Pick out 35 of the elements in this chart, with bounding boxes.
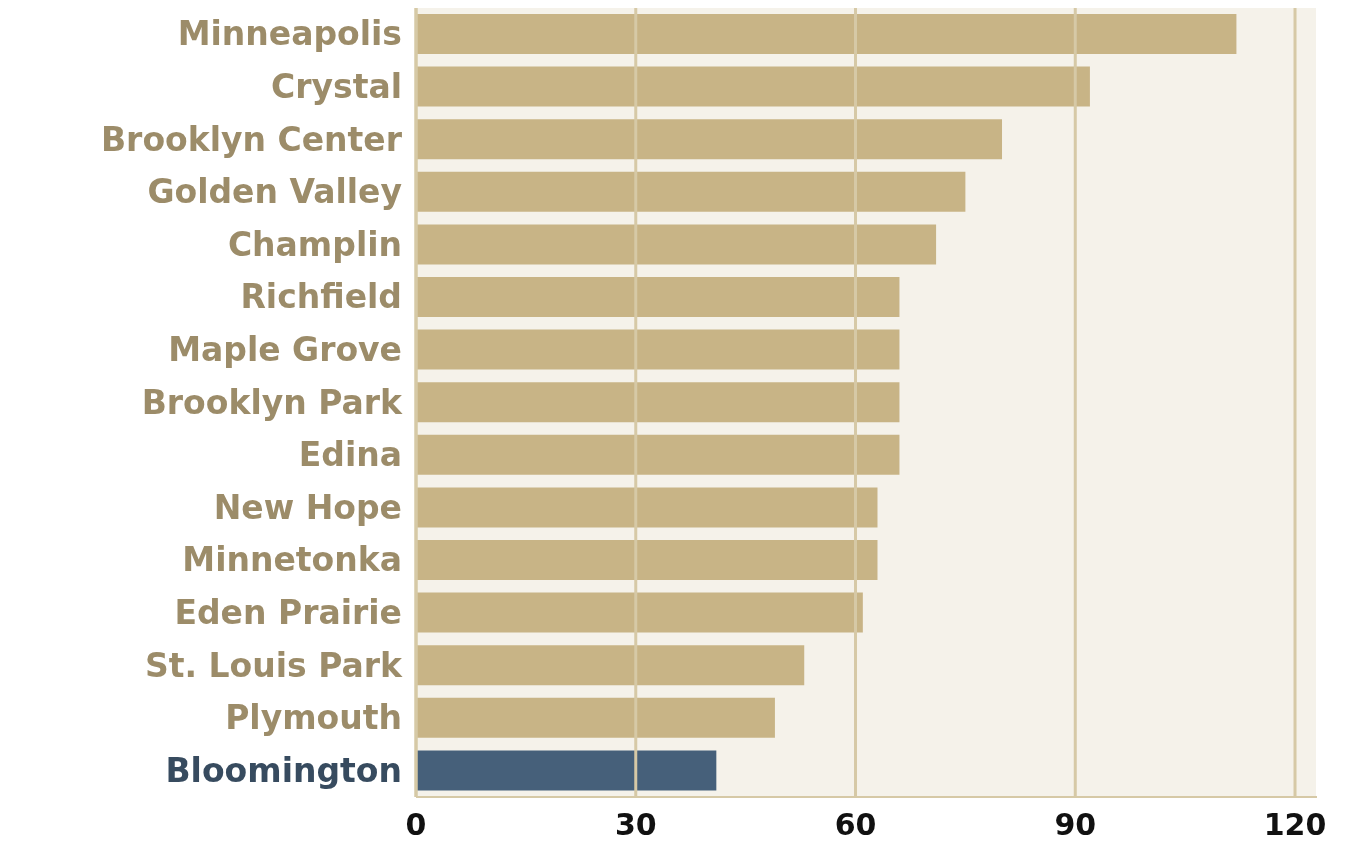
y-tick-label: Richfield xyxy=(240,277,402,317)
bar xyxy=(416,277,900,317)
y-tick-label: Crystal xyxy=(270,66,402,106)
x-tick-label: 90 xyxy=(1054,807,1097,842)
y-tick-label: Minnetonka xyxy=(182,540,402,580)
y-tick-label: Minneapolis xyxy=(177,14,402,54)
y-tick-label: Bloomington xyxy=(165,750,402,790)
x-tick-label: 60 xyxy=(834,807,877,842)
bar xyxy=(416,119,1003,160)
y-tick-label: Maple Grove xyxy=(168,329,402,369)
x-tick-label: 0 xyxy=(405,807,427,842)
y-tick-label: Plymouth xyxy=(225,698,402,738)
bar xyxy=(416,14,1237,54)
bar xyxy=(416,487,878,528)
bar xyxy=(416,645,805,686)
y-tick-label: Eden Prairie xyxy=(174,592,402,632)
y-tick-label: St. Louis Park xyxy=(145,645,404,685)
bar xyxy=(416,382,900,423)
bar xyxy=(416,750,717,791)
bar xyxy=(416,434,900,475)
y-tick-label: Golden Valley xyxy=(147,172,402,212)
bar xyxy=(416,224,937,265)
bar xyxy=(416,592,863,633)
y-tick-label: Edina xyxy=(298,435,402,475)
x-tick-label: 30 xyxy=(614,807,657,842)
y-tick-label: Brooklyn Park xyxy=(141,382,404,422)
y-tick-label: Brooklyn Center xyxy=(100,119,403,159)
bar xyxy=(416,697,775,738)
bar xyxy=(416,329,900,370)
bar xyxy=(416,171,966,212)
bar xyxy=(416,66,1090,107)
x-tick-label: 120 xyxy=(1263,807,1327,842)
y-tick-label: New Hope xyxy=(213,487,402,527)
bar xyxy=(416,540,878,580)
y-tick-label: Champlin xyxy=(227,224,402,264)
